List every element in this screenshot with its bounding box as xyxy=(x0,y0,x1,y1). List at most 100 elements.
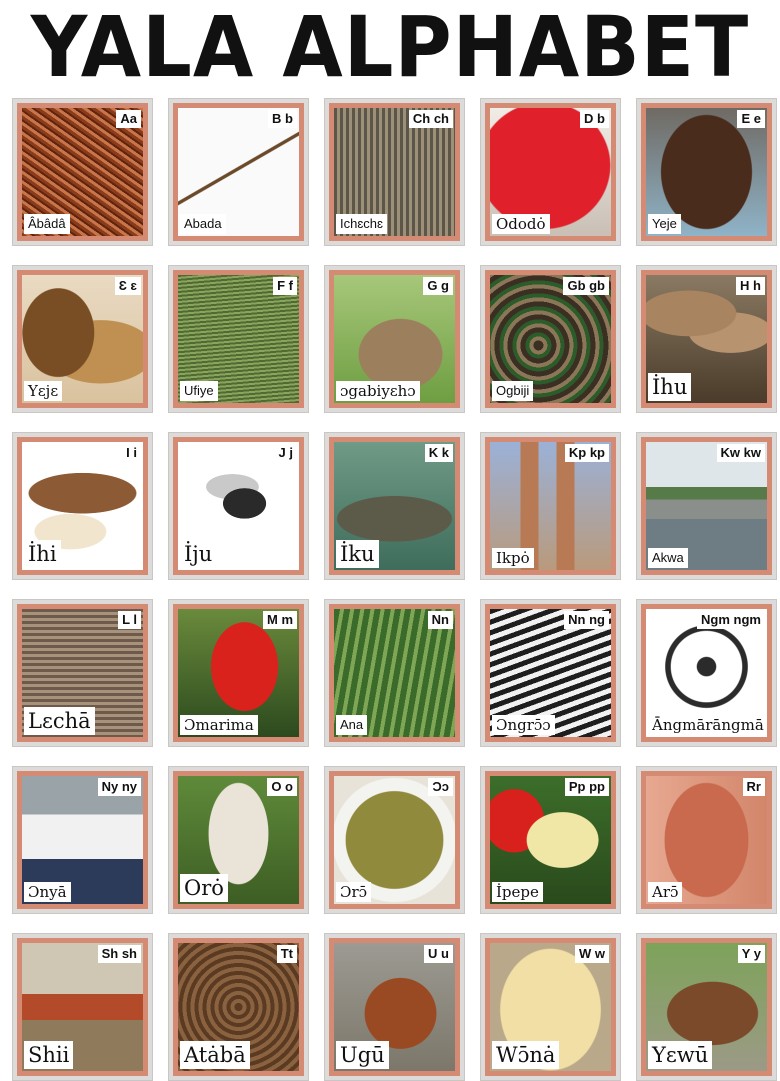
card-word: Ododȯ xyxy=(492,214,550,234)
yam-picture xyxy=(22,442,143,570)
card-frame: Gb gb Ogbiji xyxy=(485,270,616,408)
card-frame: Aa Âbâdâ xyxy=(17,103,148,241)
card-frame: Kp kp Ikpȯ xyxy=(485,437,616,575)
alphabet-card: B b Abada xyxy=(168,98,309,246)
card-word: Ugū xyxy=(336,1041,389,1069)
alphabet-card: Pp pp İpepe xyxy=(480,766,621,914)
card-frame: Pp pp İpepe xyxy=(485,771,616,909)
card-word: Orȯ xyxy=(180,874,228,902)
alphabet-card: F f Ufiye xyxy=(168,265,309,413)
card-word: Shi̇i xyxy=(24,1041,74,1069)
alphabet-card: Ny ny Ɔnyā xyxy=(12,766,153,914)
alphabet-card: W w Wɔ̄nȧ xyxy=(480,933,621,1081)
card-letter: W w xyxy=(575,945,609,963)
card-letter: F f xyxy=(273,277,297,295)
alphabet-card: M m Ɔmarima xyxy=(168,599,309,747)
alphabet-card: Tt Atȧbā xyxy=(168,933,309,1081)
card-letter: L l xyxy=(118,611,141,629)
alphabet-card: Ɔɔ Ɔrɔ̄ xyxy=(324,766,465,914)
alphabet-card: Aa Âbâdâ xyxy=(12,98,153,246)
card-frame: K k İku xyxy=(329,437,460,575)
card-word: Âbâdâ xyxy=(24,214,70,234)
alphabet-card: Nn Ana xyxy=(324,599,465,747)
alphabet-card: D b Ododȯ xyxy=(480,98,621,246)
card-word: İhi xyxy=(24,540,61,568)
card-letter: Nn ng xyxy=(564,611,609,629)
card-frame: Ny ny Ɔnyā xyxy=(17,771,148,909)
alphabet-card: Kw kw Akwa xyxy=(636,432,777,580)
card-frame: Nn ng Ɔngrɔ̄ɔ xyxy=(485,604,616,742)
card-frame: Y y Yɛwū xyxy=(641,938,772,1076)
card-frame: Ch ch Ichɛchɛ xyxy=(329,103,460,241)
card-letter: U u xyxy=(424,945,453,963)
card-letter: D b xyxy=(580,110,609,128)
card-frame: Nn Ana xyxy=(329,604,460,742)
card-word: Ichɛchɛ xyxy=(336,214,387,234)
card-frame: Sh sh Shi̇i xyxy=(17,938,148,1076)
card-frame: L l Lɛchā xyxy=(17,604,148,742)
card-frame: M m Ɔmarima xyxy=(173,604,304,742)
card-letter: Sh sh xyxy=(97,945,141,963)
page-title: YALA ALPHABET xyxy=(30,0,750,97)
card-frame: D b Ododȯ xyxy=(485,103,616,241)
card-word: ɔgabiyɛhɔ xyxy=(336,381,420,401)
card-frame: G g ɔgabiyɛhɔ xyxy=(329,270,460,408)
card-word: Ɔmarima xyxy=(180,715,258,735)
alphabet-card: H h İhu xyxy=(636,265,777,413)
alphabet-card: Kp kp Ikpȯ xyxy=(480,432,621,580)
alphabet-card: G g ɔgabiyɛhɔ xyxy=(324,265,465,413)
alphabet-card: Rr Arɔ̄ xyxy=(636,766,777,914)
card-word: Ɔngrɔ̄ɔ xyxy=(492,715,555,735)
card-letter: Gb gb xyxy=(563,277,609,295)
card-letter: I i xyxy=(122,444,141,462)
card-frame: Ɔɔ Ɔrɔ̄ xyxy=(329,771,460,909)
card-letter: Aa xyxy=(116,110,141,128)
card-frame: E e Yeje xyxy=(641,103,772,241)
alphabet-card: I i İhi xyxy=(12,432,153,580)
card-letter: Kp kp xyxy=(564,444,609,462)
card-word: İhu xyxy=(648,373,692,401)
card-letter: Ch ch xyxy=(408,110,453,128)
alphabet-card: K k İku xyxy=(324,432,465,580)
card-word: Yɛjɛ xyxy=(24,381,63,401)
card-letter: H h xyxy=(736,277,765,295)
card-letter: M m xyxy=(263,611,297,629)
alphabet-card: Nn ng Ɔngrɔ̄ɔ xyxy=(480,599,621,747)
card-word: Atȧbā xyxy=(180,1041,250,1069)
card-word: Ufiye xyxy=(180,381,218,401)
card-letter: O o xyxy=(267,778,297,796)
card-word: Ɔnyā xyxy=(24,882,71,902)
alphabet-card: Ch ch Ichɛchɛ xyxy=(324,98,465,246)
card-letter: Rr xyxy=(742,778,765,796)
card-letter: Y y xyxy=(737,945,765,963)
alphabet-card: E e Yeje xyxy=(636,98,777,246)
card-letter: Ngm ngm xyxy=(697,611,765,629)
card-letter: Nn xyxy=(427,611,453,629)
card-word: Lɛchā xyxy=(24,707,95,735)
card-word: İpepe xyxy=(492,882,543,902)
card-letter: J j xyxy=(274,444,297,462)
card-letter: Ny ny xyxy=(97,778,141,796)
card-frame: I i İhi xyxy=(17,437,148,575)
card-frame: J j İju xyxy=(173,437,304,575)
card-word: Arɔ̄ xyxy=(648,882,683,902)
card-letter: Kw kw xyxy=(716,444,765,462)
alphabet-card: O o Orȯ xyxy=(168,766,309,914)
alphabet-card: J j İju xyxy=(168,432,309,580)
alphabet-card: Ngm ngm Āngmārāngmā xyxy=(636,599,777,747)
card-word: Ogbiji xyxy=(492,381,534,401)
card-frame: W w Wɔ̄nȧ xyxy=(485,938,616,1076)
card-frame: O o Orȯ xyxy=(173,771,304,909)
alphabet-card: Gb gb Ogbiji xyxy=(480,265,621,413)
alphabet-card: U u Ugū xyxy=(324,933,465,1081)
card-word: İku xyxy=(336,540,379,568)
card-word: Yɛwū xyxy=(648,1041,713,1069)
card-frame: F f Ufiye xyxy=(173,270,304,408)
alphabet-card: Y y Yɛwū xyxy=(636,933,777,1081)
card-word: Ikpȯ xyxy=(492,548,534,568)
card-frame: Rr Arɔ̄ xyxy=(641,771,772,909)
card-word: Ana xyxy=(336,715,368,735)
card-frame: H h İhu xyxy=(641,270,772,408)
card-word: Wɔ̄nȧ xyxy=(492,1041,560,1069)
card-frame: Tt Atȧbā xyxy=(173,938,304,1076)
